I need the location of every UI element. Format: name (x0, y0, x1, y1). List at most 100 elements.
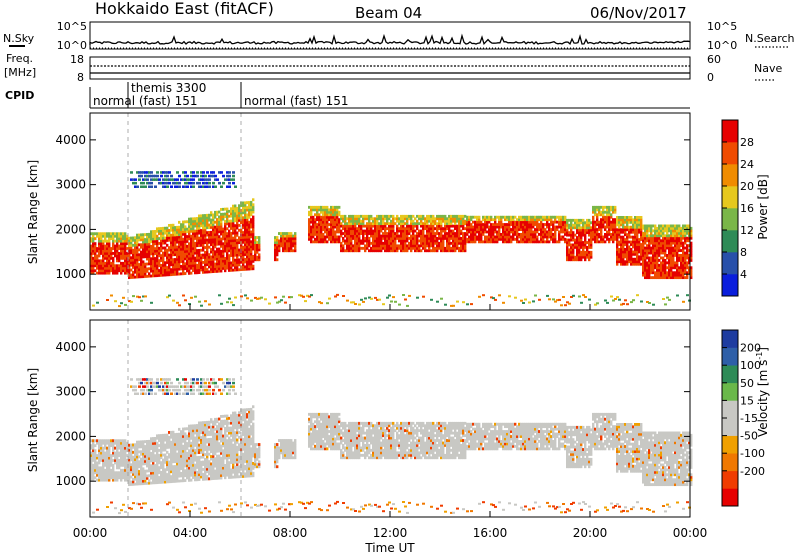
power-cell (406, 219, 409, 223)
power-cell (208, 185, 211, 188)
power-cell (392, 229, 395, 233)
power-cell (274, 250, 277, 254)
noise-panel: 10^5 10^0 10^5 10^0 (57, 20, 737, 52)
power-cell (236, 206, 239, 210)
power-cell (324, 210, 327, 214)
power-cell (268, 302, 271, 305)
power-cell (450, 234, 453, 238)
power-cell (338, 223, 341, 226)
power-cell (176, 270, 179, 274)
power-cell (238, 216, 241, 220)
power-cell (174, 181, 177, 185)
power-cell (150, 181, 153, 185)
power-cell (410, 227, 413, 231)
power-cell (400, 227, 403, 231)
power-cell (342, 249, 345, 253)
power-cell (110, 232, 113, 236)
power-cell (218, 235, 221, 239)
power-cell (202, 270, 205, 274)
power-cell (222, 232, 225, 236)
power-cell (438, 246, 441, 250)
power-cell (222, 259, 225, 263)
power-cell (90, 232, 93, 236)
power-cell (438, 234, 441, 238)
power-cell (482, 223, 485, 226)
power-cell (334, 218, 337, 222)
power-cell (110, 264, 113, 268)
power-cell (242, 233, 245, 237)
power-cell (490, 240, 493, 244)
power-cell (452, 239, 455, 243)
power-cell (176, 272, 179, 276)
power-cell (204, 251, 207, 254)
power-cell (502, 301, 505, 304)
power-cell (210, 235, 213, 239)
power-cell (142, 240, 145, 244)
power-cell (222, 244, 225, 248)
power-cell (212, 216, 215, 219)
power-cell (348, 249, 351, 253)
power-cell (440, 234, 443, 238)
power-cell (394, 241, 397, 245)
power-cell (416, 241, 419, 245)
power-cell (182, 237, 185, 241)
power-cell (466, 230, 469, 234)
power-cell (154, 178, 157, 181)
power-cell (436, 300, 439, 303)
power-cell (368, 241, 371, 245)
power-cell (122, 239, 125, 243)
power-cell (312, 220, 315, 224)
power-cell (200, 231, 203, 235)
power-cell (130, 256, 133, 260)
power-cell (100, 252, 103, 255)
power-cell (232, 226, 235, 230)
power-cell (436, 249, 439, 253)
power-cell (452, 304, 455, 307)
power-cell (104, 247, 107, 250)
power-cell (90, 261, 93, 265)
power-cell (444, 234, 447, 238)
power-cell (360, 229, 363, 233)
power-cell (404, 227, 407, 231)
power-cell (498, 233, 501, 236)
power-cell (178, 267, 181, 271)
power-cell (206, 268, 209, 271)
power-cell (220, 185, 223, 188)
power-cell (198, 261, 201, 265)
power-cell (172, 265, 175, 269)
power-cell (128, 263, 131, 267)
power-cell (420, 222, 423, 226)
power-cell (454, 239, 457, 243)
power-cell (100, 249, 103, 253)
power-cell (216, 240, 219, 244)
power-cell (354, 303, 357, 305)
power-cell (366, 222, 369, 226)
power-cell (248, 206, 251, 209)
power-cell (116, 256, 119, 260)
power-cell (336, 210, 339, 214)
power-cell (190, 259, 193, 263)
colorbar-swatch (722, 120, 738, 143)
power-cell (508, 240, 511, 244)
power-cell (456, 239, 459, 243)
power-cell (244, 240, 247, 244)
power-cell (474, 215, 477, 219)
power-cell (188, 222, 191, 226)
power-cell (442, 219, 445, 223)
power-cell (418, 234, 421, 238)
power-cell (284, 249, 287, 253)
power-cell (224, 244, 227, 248)
power-cell (228, 232, 231, 235)
power-cell (96, 261, 99, 265)
power-cell (484, 240, 487, 244)
power-cell (648, 302, 651, 304)
power-cell (394, 237, 397, 240)
power-cell (416, 244, 419, 248)
power-cell (506, 240, 509, 244)
power-cell (514, 223, 517, 226)
power-cell (552, 298, 555, 301)
power-cell (228, 239, 231, 243)
power-cell (124, 242, 127, 246)
power-cell (234, 236, 237, 240)
power-cell (234, 231, 237, 235)
